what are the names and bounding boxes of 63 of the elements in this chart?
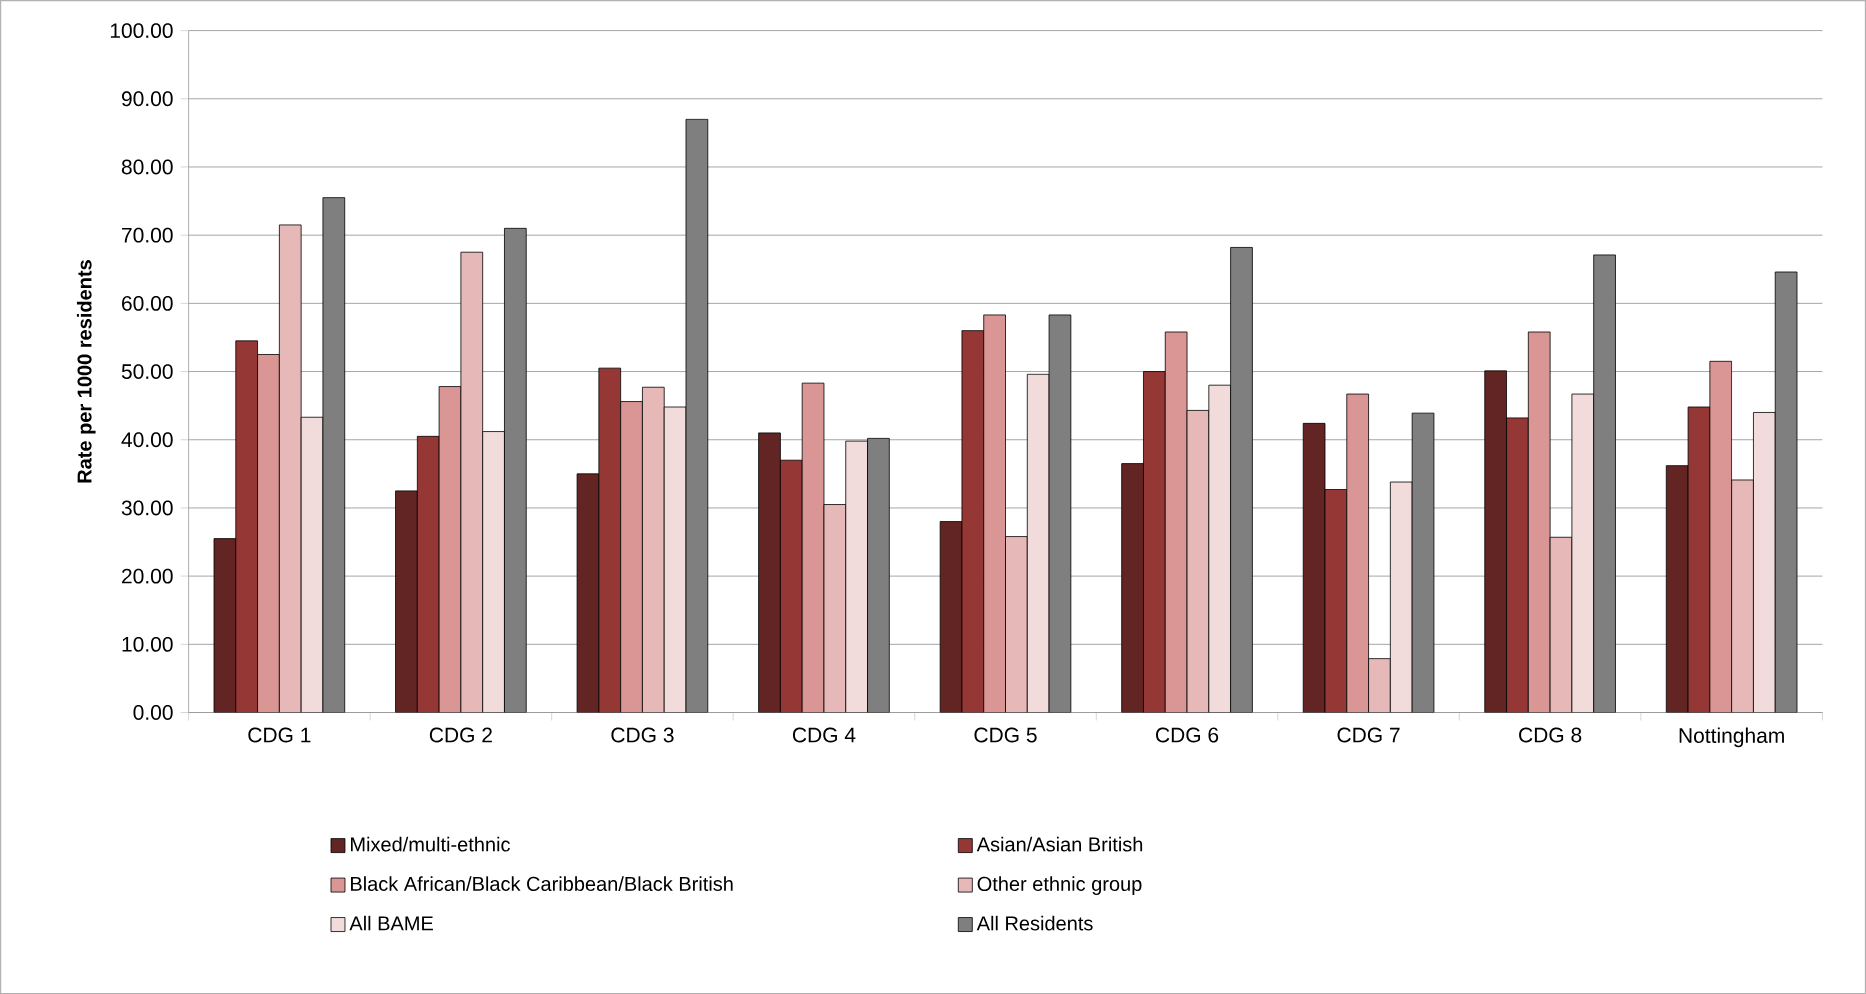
y-tick-label: 20.00 [122, 568, 173, 584]
bar [598, 367, 622, 713]
legend-label: All Residents [976, 915, 1093, 931]
x-tick-label: CDG 3 [611, 727, 674, 743]
bar [213, 538, 237, 713]
x-tick-label: Nottingham [1679, 727, 1784, 748]
bar [1186, 409, 1210, 713]
bar [961, 330, 985, 713]
bar [939, 521, 963, 713]
x-tick-label: CDG 1 [248, 727, 311, 743]
y-tick-label: 10.00 [122, 636, 173, 652]
bar [1121, 463, 1144, 713]
bar [1005, 536, 1028, 713]
legend-label: Mixed/multi-ethnic [351, 836, 510, 852]
bar [576, 473, 600, 713]
bar [780, 459, 803, 713]
y-tick-label: 60.00 [122, 295, 173, 311]
y-tick-label: 80.00 [121, 159, 173, 175]
bar [1389, 481, 1413, 713]
x-tick-label: CDG 2 [429, 727, 492, 743]
bar [1026, 373, 1050, 713]
bar [482, 431, 505, 713]
bar [845, 440, 868, 713]
legend-label: Black African/Black Caribbean/Black British [351, 876, 733, 891]
bar [235, 340, 258, 713]
y-tick-label: 100.00 [110, 23, 173, 38]
x-tick-label: CDG 6 [1156, 727, 1219, 743]
bar [642, 386, 665, 713]
bar [1324, 489, 1348, 713]
bar [1302, 422, 1326, 713]
bar [1208, 384, 1232, 713]
bar [1506, 417, 1529, 713]
y-tick-label: 30.00 [121, 500, 173, 516]
bar [460, 251, 484, 713]
y-tick-label: 50.00 [121, 364, 173, 379]
bar [416, 435, 440, 713]
bar [663, 406, 687, 713]
bar [1368, 658, 1391, 713]
x-tick-label: CDG 5 [974, 727, 1037, 743]
bar [395, 490, 418, 713]
y-tick-label: 0.00 [133, 705, 173, 720]
bar [1549, 536, 1573, 713]
bar [758, 432, 781, 713]
y-tick-label: 70.00 [122, 227, 173, 243]
bar [1143, 371, 1166, 713]
bar [1665, 465, 1689, 713]
bar [1753, 412, 1776, 713]
y-tick-label: 90.00 [121, 91, 173, 107]
bar [300, 416, 324, 713]
bar [1687, 406, 1711, 713]
bar [1731, 479, 1754, 713]
x-tick-label: CDG 8 [1519, 727, 1582, 743]
bar [278, 224, 302, 713]
bar [823, 504, 847, 713]
x-tick-label: CDG 7 [1337, 727, 1400, 743]
y-axis-title: Rate per 1000 residents [76, 260, 96, 483]
legend-label: All BAME [349, 915, 433, 931]
legend-label: Other ethnic group [977, 876, 1142, 895]
y-tick-label: 40.00 [121, 432, 173, 448]
x-tick-label: CDG 4 [792, 727, 856, 743]
bar [1571, 393, 1595, 713]
legend-label: Asian/Asian British [976, 836, 1143, 852]
bar [1484, 370, 1507, 713]
